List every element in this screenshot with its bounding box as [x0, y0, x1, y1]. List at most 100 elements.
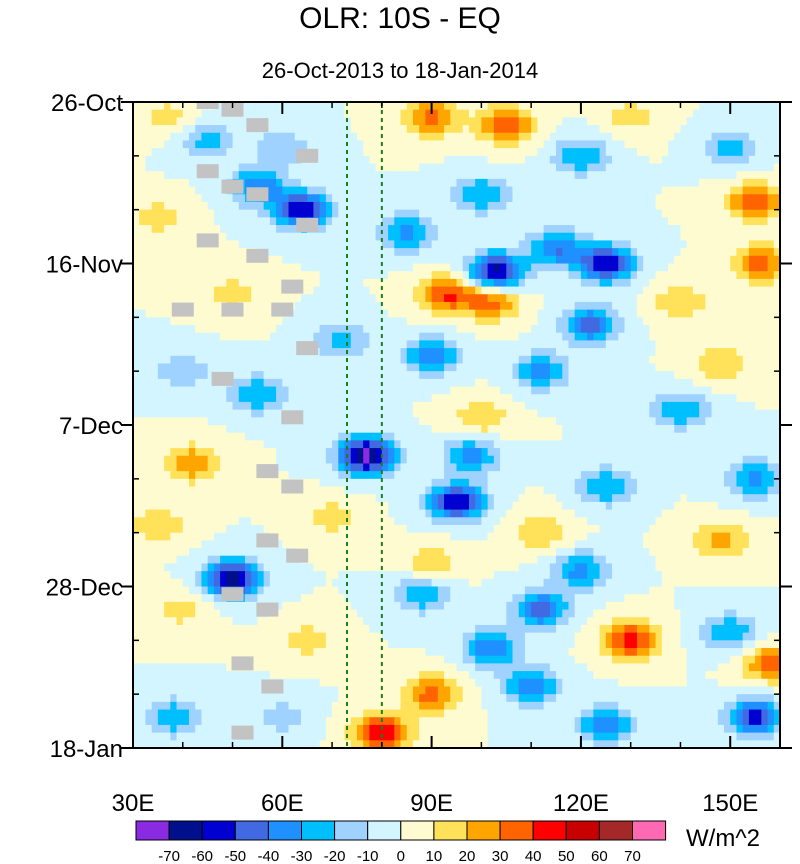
- field-cell: [263, 301, 271, 311]
- field-cell: [363, 401, 370, 411]
- field-cell: [730, 225, 738, 234]
- field-cell: [232, 263, 240, 272]
- field-cell: [282, 102, 290, 111]
- field-cell: [742, 102, 750, 111]
- field-cell: [761, 217, 769, 226]
- field-cell: [475, 271, 482, 280]
- field-cell: [580, 363, 588, 372]
- field-cell: [226, 255, 234, 265]
- field-cell: [319, 463, 327, 472]
- field-cell: [506, 401, 514, 411]
- field-cell: [655, 378, 663, 388]
- field-cell: [543, 309, 551, 318]
- field-cell: [730, 232, 738, 242]
- field-cell: [244, 294, 252, 303]
- field-cell: [512, 348, 520, 357]
- field-cell: [437, 463, 445, 472]
- field-cell: [164, 271, 171, 280]
- field-cell: [182, 186, 190, 195]
- field-cell: [406, 125, 414, 134]
- field-cell: [767, 286, 775, 295]
- field-cell: [282, 178, 290, 188]
- field-cell: [487, 209, 495, 218]
- field-cell: [195, 140, 203, 149]
- field-cell: [406, 217, 414, 226]
- field-cell: [636, 332, 644, 341]
- field-cell: [145, 394, 153, 403]
- field-cell: [332, 263, 339, 272]
- field-cell: [257, 340, 265, 349]
- field-cell: [773, 455, 780, 465]
- field-cell: [574, 155, 582, 165]
- field-cell: [773, 294, 780, 303]
- field-cell: [568, 271, 576, 280]
- field-cell: [468, 140, 476, 149]
- field-cell: [226, 201, 234, 211]
- field-cell: [350, 186, 358, 195]
- field-cell: [624, 186, 632, 195]
- field-cell: [680, 232, 688, 242]
- field-cell: [244, 148, 252, 157]
- field-cell: [388, 132, 395, 142]
- field-cell: [388, 409, 395, 418]
- field-cell: [692, 440, 700, 449]
- field-cell: [736, 301, 744, 311]
- field-cell: [655, 125, 663, 134]
- field-cell: [593, 440, 601, 449]
- field-cell: [730, 378, 738, 388]
- field-cell: [661, 201, 669, 211]
- field-cell: [761, 294, 769, 303]
- field-cell: [580, 217, 588, 226]
- field-cell: [686, 317, 694, 326]
- field-cell: [350, 155, 358, 165]
- field-cell: [170, 271, 178, 280]
- field-cell: [164, 355, 171, 365]
- field-cell: [487, 394, 495, 403]
- field-cell: [244, 317, 252, 326]
- field-cell: [724, 109, 731, 118]
- field-cell: [574, 448, 582, 457]
- field-cell: [587, 332, 594, 341]
- field-cell: [394, 194, 402, 203]
- field-cell: [587, 409, 594, 418]
- field-cell: [649, 371, 657, 380]
- field-cell: [431, 394, 439, 403]
- field-cell: [487, 432, 495, 441]
- field-cell: [276, 448, 283, 457]
- field-cell: [263, 455, 271, 465]
- field-cell: [394, 263, 402, 272]
- field-cell: [506, 340, 514, 349]
- field-cell: [363, 378, 370, 388]
- field-cell: [755, 240, 762, 249]
- field-cell: [630, 186, 638, 195]
- field-cell: [425, 178, 433, 188]
- field-cell: [406, 232, 414, 242]
- field-cell: [468, 355, 476, 365]
- field-cell: [636, 325, 644, 334]
- field-cell: [761, 186, 769, 195]
- field-cell: [164, 140, 171, 149]
- field-cell: [475, 102, 482, 111]
- field-cell: [257, 225, 265, 234]
- field-cell: [381, 332, 389, 341]
- field-cell: [257, 317, 265, 326]
- field-cell: [574, 401, 582, 411]
- field-cell: [244, 301, 252, 311]
- field-cell: [655, 401, 663, 411]
- field-cell: [363, 394, 370, 403]
- field-cell: [139, 409, 147, 418]
- field-cell: [437, 125, 445, 134]
- field-cell: [531, 209, 538, 218]
- field-cell: [406, 117, 414, 126]
- field-cell: [599, 248, 607, 257]
- field-cell: [363, 263, 370, 272]
- field-cell: [649, 201, 657, 211]
- field-cell: [500, 340, 507, 349]
- field-cell: [151, 171, 159, 180]
- field-cell: [512, 425, 520, 434]
- field-cell: [307, 309, 315, 318]
- field-cell: [686, 340, 694, 349]
- field-cell: [549, 355, 557, 365]
- field-cell: [612, 325, 619, 334]
- field-cell: [288, 386, 296, 395]
